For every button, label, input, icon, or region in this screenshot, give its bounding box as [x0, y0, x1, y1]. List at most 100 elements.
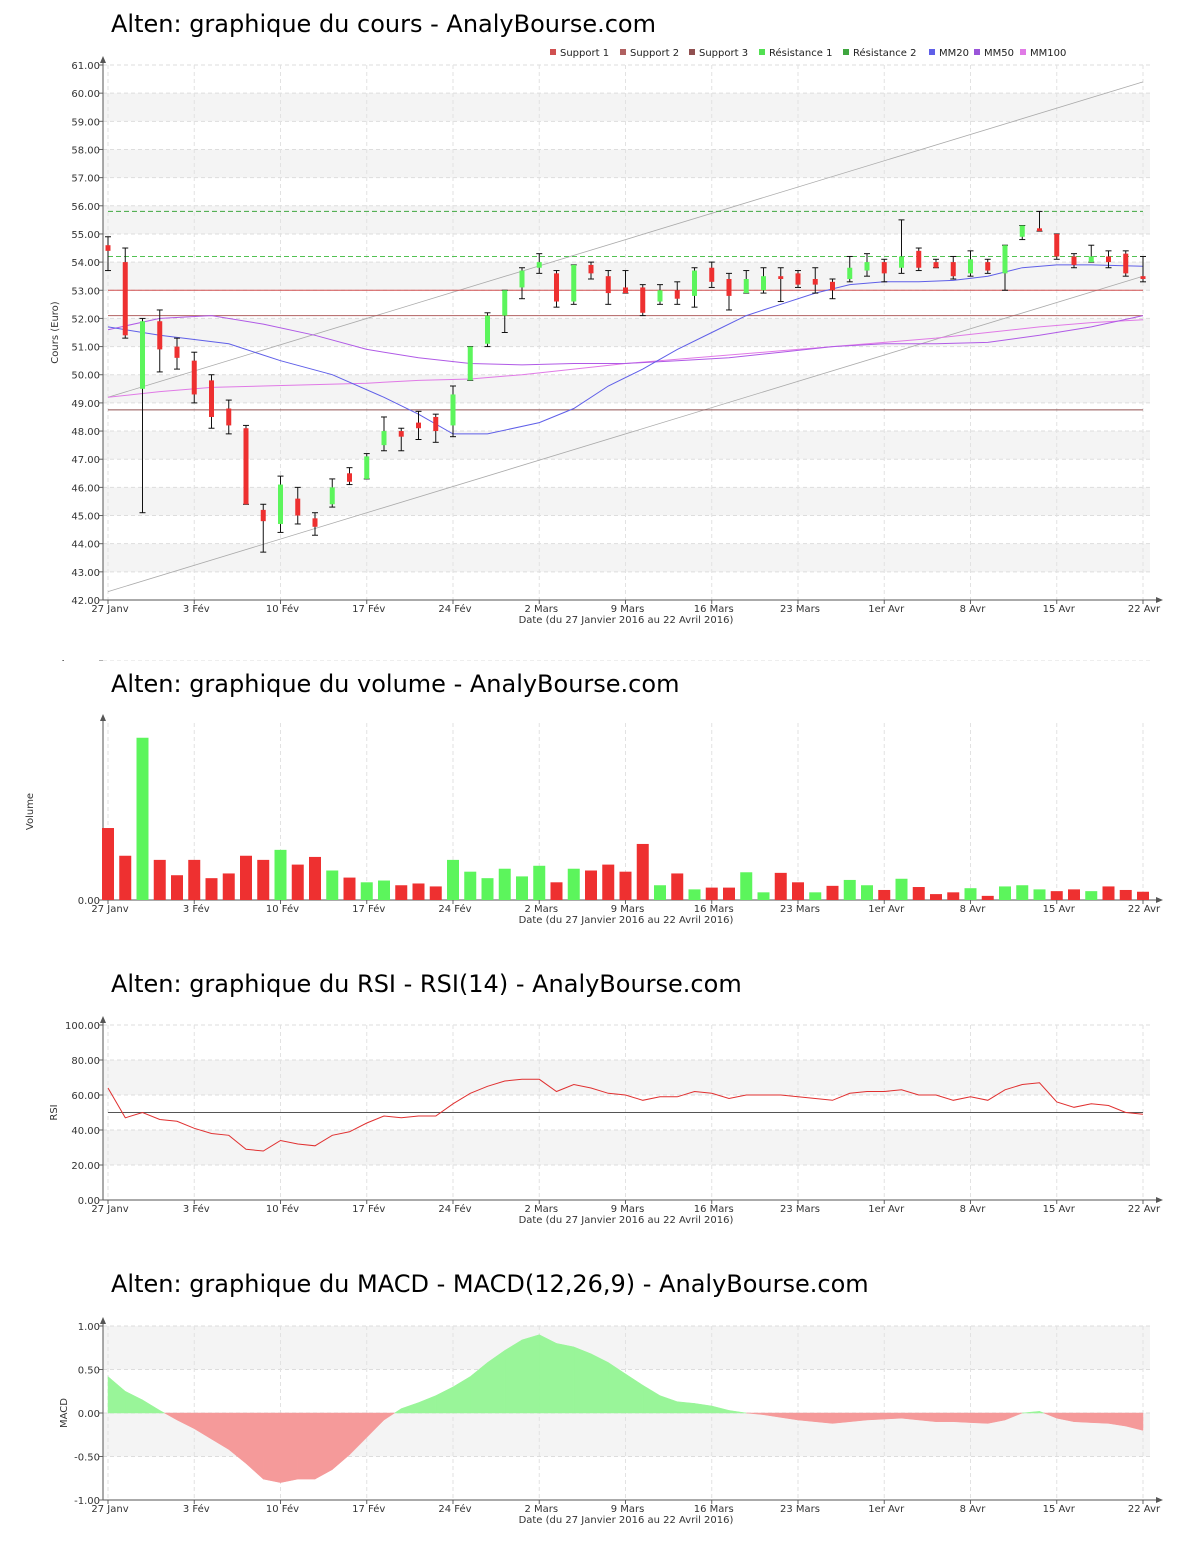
price-candle — [691, 267, 698, 308]
volume-bar — [498, 868, 511, 900]
price-chart-title: Alten: graphique du cours - AnalyBourse.… — [111, 10, 656, 38]
candle-body — [450, 394, 456, 426]
candle-body — [191, 360, 197, 395]
candle-body — [1106, 256, 1111, 263]
candle-body — [260, 509, 266, 522]
volume-bar — [1016, 885, 1029, 900]
price-y-tick-label: 58.00 — [71, 145, 100, 156]
volume-bar — [309, 856, 321, 900]
price-candle — [450, 385, 456, 438]
volume-bar — [153, 859, 166, 900]
macd-area-segment — [556, 1343, 575, 1414]
macd-x-tick-label: 17 Fév — [352, 1503, 385, 1515]
rsi-y-tick-label: 20.00 — [71, 1161, 100, 1172]
price-grid-band — [103, 318, 1150, 347]
trend-channel-upper — [107, 81, 1144, 398]
macd-x-tick-label: 23 Mars — [780, 1504, 820, 1515]
rsi-x-tick-label: 2 Mars — [524, 1204, 558, 1215]
candle-body — [881, 262, 887, 274]
volume-bar — [136, 737, 149, 900]
macd-area-segment — [797, 1412, 816, 1422]
volume-bar — [636, 843, 649, 900]
rsi-x-tick-label: 8 Avr — [960, 1204, 987, 1215]
macd-area-segment — [245, 1412, 264, 1480]
macd-area-segment — [608, 1362, 626, 1414]
macd-x-tick-label: 1er Avr — [868, 1504, 905, 1515]
price-candle — [812, 267, 819, 294]
candle-body — [605, 276, 611, 294]
volume-bar — [757, 892, 770, 900]
price-candle — [105, 236, 111, 272]
macd-y-tick-label: 0.00 — [78, 1409, 100, 1420]
macd-x-tick-label: 16 Mars — [694, 1504, 734, 1515]
legend-label: MM50 — [984, 48, 1014, 59]
trend-channel-lower — [107, 275, 1144, 592]
price-candle — [1071, 253, 1077, 269]
price-x-axis-title: Date (du 27 Janvier 2016 au 22 Avril 201… — [519, 615, 734, 626]
price-chart: 42.00 43.00 44.00 45.00 46.00 47.00 48.00 49.00… — [50, 47, 1163, 626]
legend-item: Résistance 1 — [759, 47, 832, 59]
price-candle — [605, 270, 612, 305]
candle-body — [761, 276, 766, 291]
price-candle — [294, 486, 301, 525]
macd-area-segment — [642, 1384, 661, 1414]
volume-bar — [688, 889, 701, 900]
volume-chart: 0.00 50,000.00100,000.00150,000.00200,000… — [25, 660, 1163, 926]
candle-body — [174, 346, 180, 358]
volume-bar — [774, 872, 787, 900]
rsi-x-axis-title: Date (du 27 Janvier 2016 au 22 Avril 201… — [519, 1215, 734, 1226]
candle-body — [778, 276, 784, 279]
price-y-tick-label: 45.00 — [71, 512, 100, 523]
macd-grid-band — [103, 1326, 1150, 1370]
macd-area-segment — [393, 1408, 402, 1414]
price-candle — [484, 312, 491, 348]
price-x-tick-label: 3 Fév — [183, 603, 210, 615]
volume-bar — [1050, 891, 1063, 900]
macd-y-tick-label: 0.50 — [78, 1366, 100, 1377]
volume-x-tick-label: 3 Fév — [183, 903, 210, 915]
candle-body — [312, 518, 318, 527]
volume-bar — [274, 849, 287, 900]
candle-body — [985, 262, 991, 271]
rsi-chart: 0.00 20.00 40.00 60.00 80.00 100.00 27 Janv 3 F… — [49, 1016, 1163, 1226]
price-candle — [915, 247, 922, 272]
volume-bar — [861, 885, 873, 900]
volume-bar — [188, 859, 201, 900]
volume-bar — [395, 885, 408, 900]
rsi-chart-title: Alten: graphique du RSI - RSI(14) - Anal… — [111, 970, 742, 998]
volume-bar — [171, 875, 183, 900]
volume-bar — [895, 878, 908, 900]
rsi-x-tick-label: 22 Avr — [1128, 1204, 1161, 1215]
volume-bar — [930, 894, 942, 900]
macd-area-segment — [677, 1401, 695, 1414]
candle-body — [433, 416, 439, 432]
macd-area-segment — [1125, 1412, 1144, 1431]
price-y-axis-arrow — [100, 56, 106, 63]
price-candle — [467, 346, 474, 381]
volume-y-tick-label: 200,000.00 — [43, 660, 100, 663]
candle-body — [1037, 228, 1042, 232]
macd-chart-title: Alten: graphique du MACD - MACD(12,26,9)… — [111, 1270, 869, 1298]
legend-swatch — [974, 49, 980, 55]
volume-bar — [119, 855, 132, 900]
volume-bar — [378, 880, 390, 900]
price-candle — [1036, 210, 1043, 232]
candle-body — [381, 431, 387, 446]
price-candle — [1053, 233, 1060, 260]
price-candle — [363, 453, 370, 480]
volume-bar — [947, 892, 960, 900]
price-candle — [398, 427, 405, 452]
price-y-tick-label: 46.00 — [71, 483, 100, 494]
volume-x-axis-arrow — [1156, 897, 1163, 903]
volume-x-tick-label: 23 Mars — [780, 904, 820, 915]
candle-body — [1140, 276, 1146, 279]
legend-swatch — [843, 49, 849, 55]
volume-bar — [981, 895, 994, 900]
macd-area-segment — [418, 1395, 437, 1414]
price-candle — [415, 410, 422, 440]
price-x-axis-arrow — [1156, 597, 1163, 603]
candle-body — [1002, 245, 1008, 274]
candle-body — [416, 422, 421, 429]
volume-bar — [723, 887, 735, 900]
price-grid-band — [103, 93, 1150, 122]
